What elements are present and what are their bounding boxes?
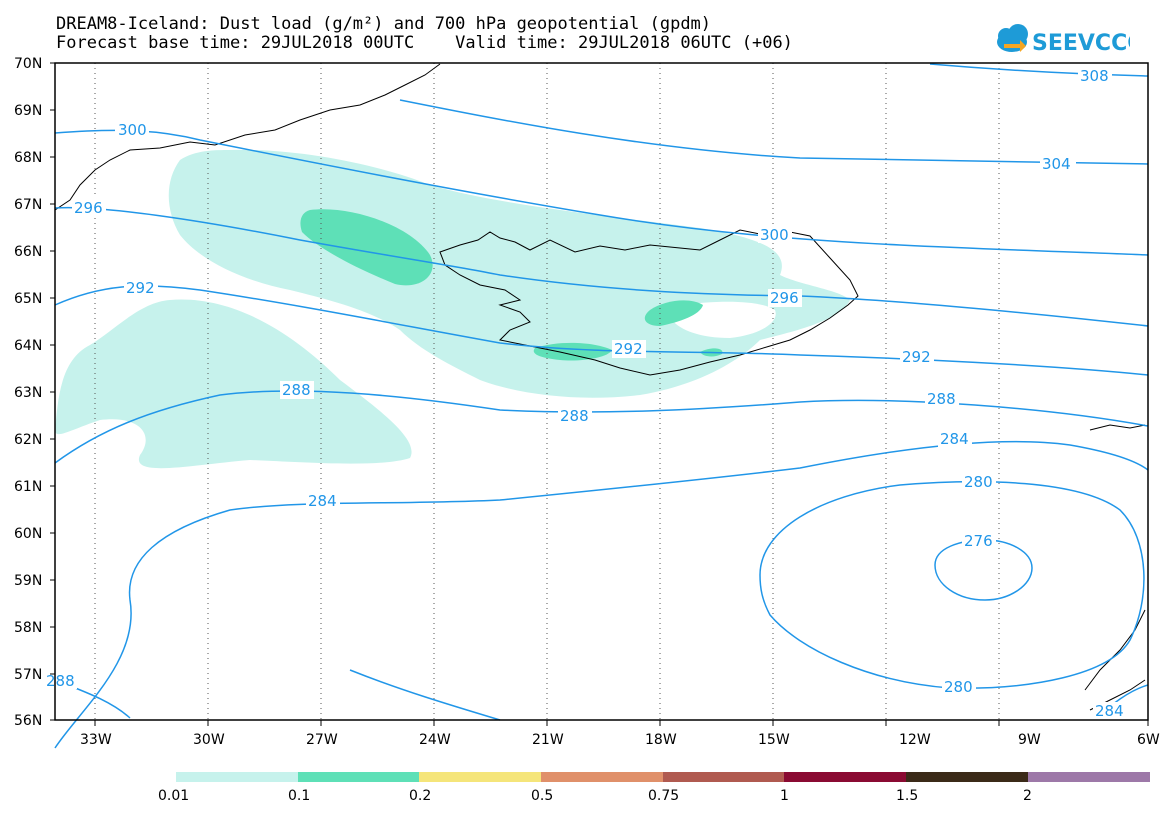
lon-label: 12W bbox=[899, 732, 931, 748]
colorbar-label: 1.5 bbox=[896, 788, 918, 804]
lon-label: 33W bbox=[80, 732, 112, 748]
contour-label: 296 bbox=[770, 289, 799, 307]
lat-label: 58N bbox=[14, 620, 42, 636]
colorbar-label: 0.1 bbox=[288, 788, 310, 804]
logo-text: SEEVCCC bbox=[1032, 31, 1130, 56]
colorbar: 0.01 0.1 0.2 0.5 0.75 1 1.5 2 bbox=[158, 772, 1150, 804]
colorbar-label: 0.01 bbox=[158, 788, 189, 804]
lat-label: 66N bbox=[14, 244, 42, 260]
colorbar-segment bbox=[298, 772, 419, 782]
lon-label: 6W bbox=[1137, 732, 1160, 748]
colorbar-label: 0.5 bbox=[531, 788, 553, 804]
colorbar-segment bbox=[419, 772, 541, 782]
contour-label: 300 bbox=[760, 226, 789, 244]
contour-label: 280 bbox=[944, 678, 973, 696]
lon-labels: 33W 30W 27W 24W 21W 18W 15W 12W 9W 6W bbox=[80, 732, 1160, 748]
lat-label: 60N bbox=[14, 526, 42, 542]
contour-308 bbox=[929, 63, 1149, 77]
map-subtitle: Forecast base time: 29JUL2018 00UTC Vali… bbox=[56, 33, 793, 53]
lat-labels: 70N 69N 68N 67N 66N 65N 64N 63N 62N 61N … bbox=[14, 56, 42, 729]
lat-label: 63N bbox=[14, 385, 42, 401]
lat-label: 68N bbox=[14, 150, 42, 166]
lat-axis bbox=[50, 62, 55, 721]
contour-label: 304 bbox=[1042, 155, 1071, 173]
lon-axis bbox=[94, 720, 1149, 726]
contour-label: 288 bbox=[927, 390, 956, 408]
lon-label: 18W bbox=[645, 732, 677, 748]
colorbar-label: 0.2 bbox=[409, 788, 431, 804]
lat-label: 62N bbox=[14, 432, 42, 448]
contour-280 bbox=[759, 480, 1145, 689]
lon-label: 30W bbox=[193, 732, 225, 748]
lon-label: 24W bbox=[419, 732, 451, 748]
greenland-coast bbox=[54, 63, 441, 211]
contour-label: 284 bbox=[940, 430, 969, 448]
contour-label: 288 bbox=[560, 407, 589, 425]
contour-lower bbox=[349, 669, 501, 721]
colorbar-label: 0.75 bbox=[648, 788, 679, 804]
contour-label: 288 bbox=[282, 381, 311, 399]
lat-label: 59N bbox=[14, 573, 42, 589]
lat-label: 61N bbox=[14, 479, 42, 495]
colorbar-label: 1 bbox=[780, 788, 789, 804]
contour-label: 276 bbox=[964, 532, 993, 550]
lat-label: 65N bbox=[14, 291, 42, 307]
colorbar-segment bbox=[663, 772, 784, 782]
map-title: DREAM8-Iceland: Dust load (g/m²) and 700… bbox=[56, 14, 712, 34]
colorbar-segment bbox=[176, 772, 298, 782]
iceland-coast bbox=[439, 229, 859, 376]
lon-label: 27W bbox=[306, 732, 338, 748]
contour-label: 292 bbox=[126, 279, 155, 297]
lon-label: 15W bbox=[758, 732, 790, 748]
lon-label: 9W bbox=[1018, 732, 1041, 748]
cloud-icon bbox=[997, 24, 1028, 52]
contour-300 bbox=[54, 129, 1149, 256]
contour-label: 280 bbox=[964, 473, 993, 491]
contour-label: 288 bbox=[46, 672, 75, 690]
dust-load-layer bbox=[55, 149, 850, 469]
lat-label: 64N bbox=[14, 338, 42, 354]
colorbar-segment bbox=[906, 772, 1028, 782]
contour-label: 296 bbox=[74, 199, 103, 217]
contour-label: 284 bbox=[1095, 702, 1124, 720]
colorbar-segment bbox=[1028, 772, 1150, 782]
colorbar-segment bbox=[541, 772, 663, 782]
contour-label: 300 bbox=[118, 121, 147, 139]
contour-label: 284 bbox=[308, 492, 337, 510]
colorbar-segment bbox=[784, 772, 906, 782]
colorbar-label: 2 bbox=[1023, 788, 1032, 804]
contour-284 bbox=[54, 440, 1149, 749]
contour-label: 292 bbox=[902, 348, 931, 366]
lat-label: 56N bbox=[14, 713, 42, 729]
lat-label: 70N bbox=[14, 56, 42, 72]
lat-label: 67N bbox=[14, 197, 42, 213]
contour-labels: 308 304 300 300 296 296 292 292 292 288 … bbox=[46, 66, 1127, 720]
seevccc-logo: SEEVCCC bbox=[997, 24, 1130, 56]
lat-label: 69N bbox=[14, 103, 42, 119]
contour-label: 292 bbox=[614, 340, 643, 358]
contour-304 bbox=[399, 99, 1149, 165]
contour-296 bbox=[54, 206, 1149, 327]
contour-label: 308 bbox=[1080, 67, 1109, 85]
lat-label: 57N bbox=[14, 667, 42, 683]
lon-label: 21W bbox=[532, 732, 564, 748]
